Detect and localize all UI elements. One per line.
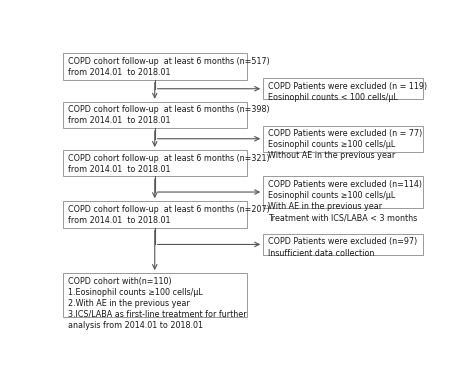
Text: COPD cohort with(n=110)
1.Eosinophil counts ≥100 cells/μL
2.With AE in the previ: COPD cohort with(n=110) 1.Eosinophil cou… <box>68 277 246 330</box>
FancyBboxPatch shape <box>63 150 246 176</box>
Text: COPD Patients were excluded (n=97)
Insufficient data collection: COPD Patients were excluded (n=97) Insuf… <box>268 238 417 258</box>
FancyBboxPatch shape <box>263 78 423 99</box>
Text: COPD Patients were excluded (n=114)
Eosinophil counts ≥100 cells/μL
With AE in t: COPD Patients were excluded (n=114) Eosi… <box>268 180 422 222</box>
FancyBboxPatch shape <box>63 201 246 228</box>
FancyBboxPatch shape <box>263 234 423 255</box>
FancyBboxPatch shape <box>263 125 423 152</box>
Text: COPD Patients were excluded (n = 119)
Eosinophil counts < 100 cells/μL: COPD Patients were excluded (n = 119) Eo… <box>268 82 427 102</box>
FancyBboxPatch shape <box>63 54 246 80</box>
Text: COPD cohort follow-up  at least 6 months (n=517)
from 2014.01  to 2018.01: COPD cohort follow-up at least 6 months … <box>68 57 269 77</box>
Text: COPD cohort follow-up  at least 6 months (n=207)
from 2014.01  to 2018.01: COPD cohort follow-up at least 6 months … <box>68 205 269 225</box>
FancyBboxPatch shape <box>263 176 423 208</box>
FancyBboxPatch shape <box>63 102 246 128</box>
Text: COPD cohort follow-up  at least 6 months (n=321)
from 2014.01  to 2018.01: COPD cohort follow-up at least 6 months … <box>68 154 269 174</box>
Text: COPD Patients were excluded (n = 77)
Eosinophil counts ≥100 cells/μL
Without AE : COPD Patients were excluded (n = 77) Eos… <box>268 129 422 161</box>
Text: COPD cohort follow-up  at least 6 months (n=398)
from 2014.01  to 2018.01: COPD cohort follow-up at least 6 months … <box>68 106 269 125</box>
FancyBboxPatch shape <box>63 273 246 317</box>
